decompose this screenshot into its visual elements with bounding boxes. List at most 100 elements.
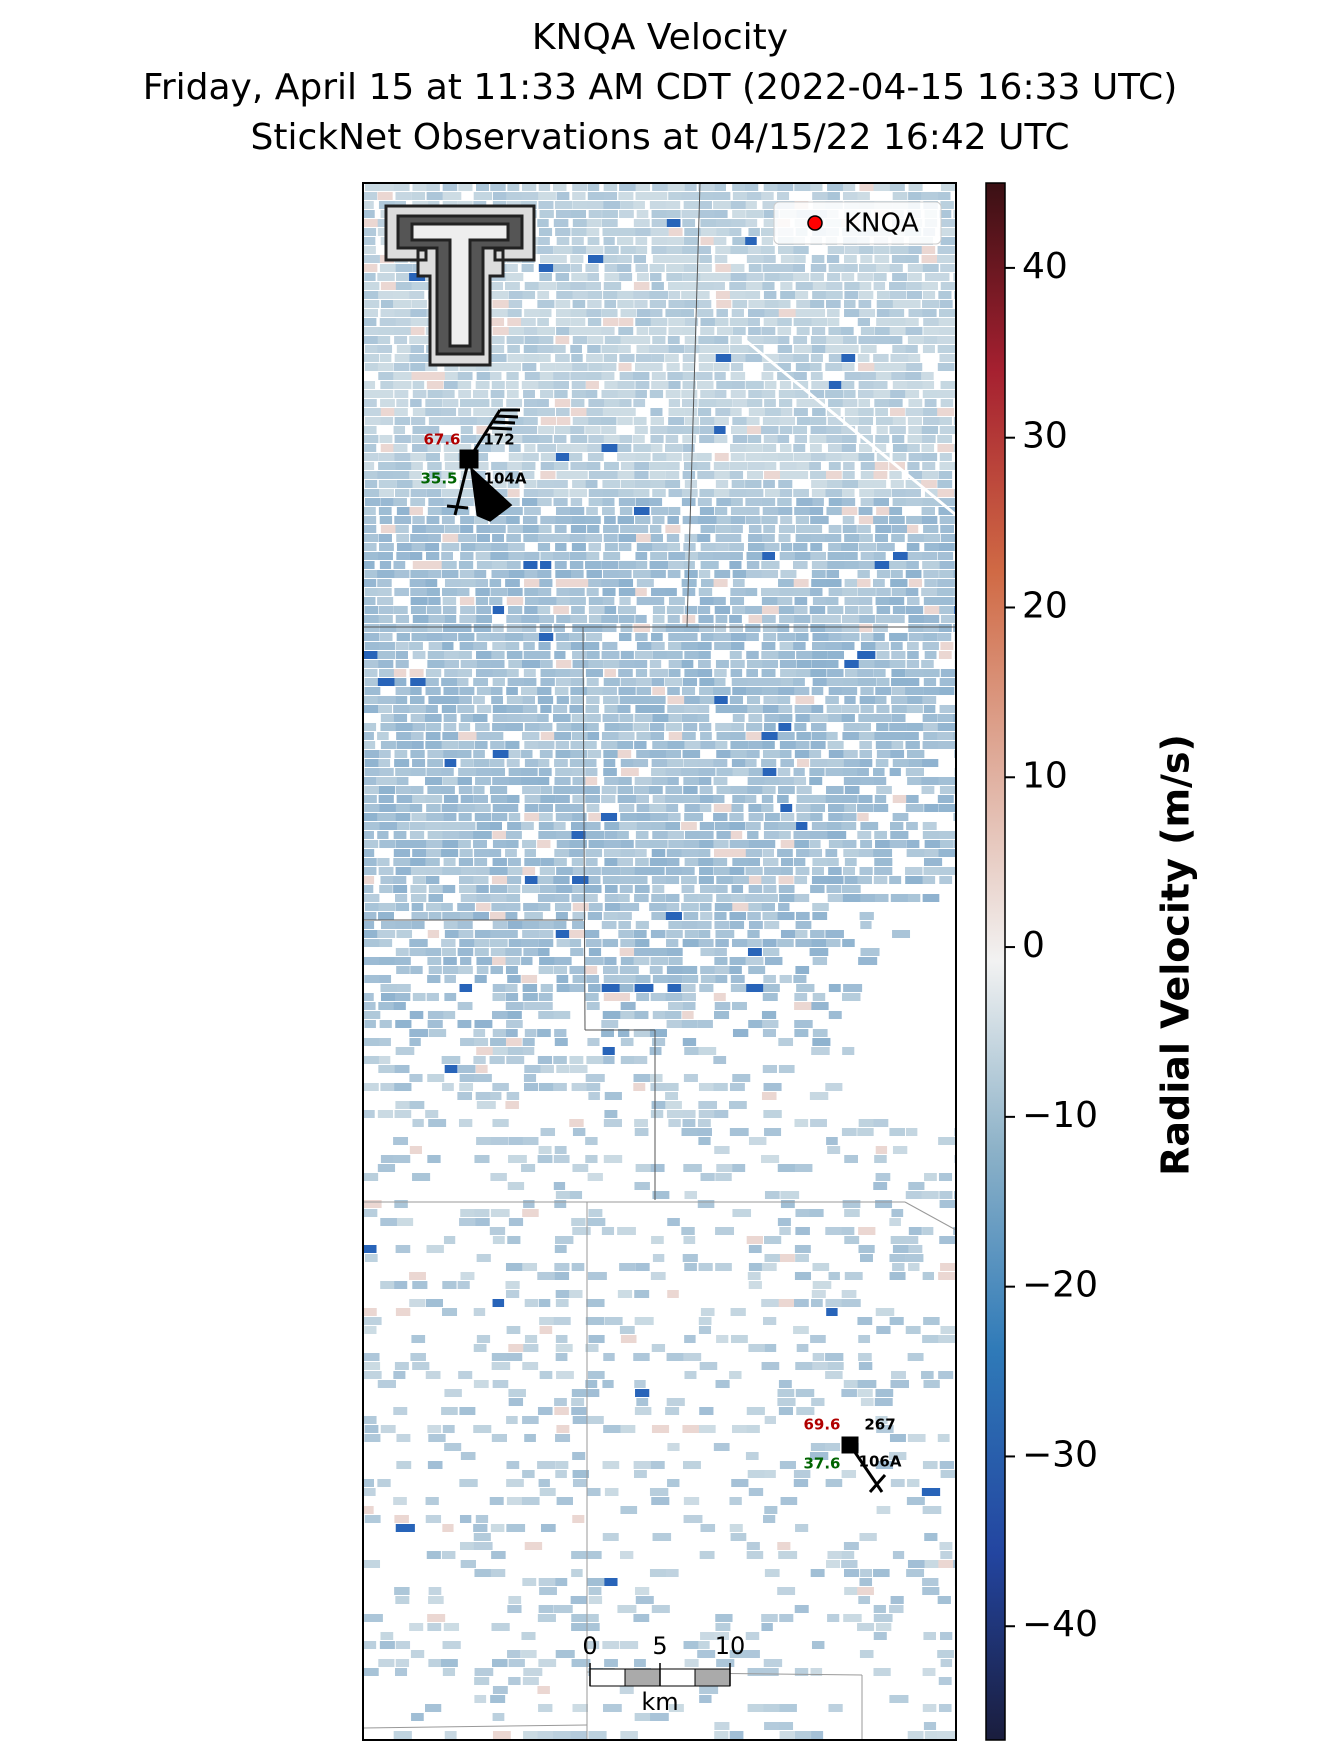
radar-gate — [859, 264, 877, 272]
radar-gate — [556, 1065, 570, 1073]
radar-gate — [428, 570, 442, 578]
radar-gate — [857, 480, 875, 488]
radar-gate — [604, 723, 621, 731]
radar-gate — [700, 237, 720, 245]
radar-gate — [939, 1191, 953, 1199]
radar-gate — [553, 489, 569, 497]
radar-gate — [570, 372, 588, 380]
radar-gate — [620, 1056, 635, 1064]
radar-gate — [492, 1731, 511, 1739]
radar-gate — [585, 759, 597, 767]
radar-gate — [364, 300, 380, 308]
radar-gate — [892, 498, 907, 506]
radar-gate — [427, 507, 445, 515]
radar-gate — [556, 1425, 570, 1433]
radar-gate — [908, 1182, 925, 1190]
radar-gate — [460, 795, 473, 803]
radar-gate — [474, 570, 487, 578]
radar-gate — [843, 1542, 859, 1550]
radar-gate — [428, 1029, 447, 1037]
radar-gate — [537, 1155, 553, 1163]
radar-gate — [682, 1038, 697, 1046]
radar-gate — [762, 552, 776, 560]
radar-gate — [620, 462, 640, 470]
radar-gate — [842, 480, 862, 488]
radar-gate — [858, 417, 874, 425]
radar-gate — [713, 579, 728, 587]
radar-gate — [521, 885, 540, 893]
radar-gate — [539, 813, 553, 821]
radar-gate — [666, 651, 683, 659]
radar-gate — [812, 1029, 828, 1037]
radar-gate — [938, 192, 951, 200]
radar-gate — [843, 336, 857, 344]
radar-gate — [538, 237, 550, 245]
radar-gate — [572, 201, 588, 209]
radar-gate — [810, 930, 825, 938]
radar-gate — [522, 1209, 539, 1217]
radar-gate — [666, 363, 680, 371]
radar-gate — [474, 804, 491, 812]
radar-gate — [764, 867, 783, 875]
radar-gate — [889, 561, 908, 569]
radar-gate — [570, 615, 588, 623]
radar-gate — [681, 291, 701, 299]
radar-gate — [635, 498, 654, 506]
radar-gate — [521, 768, 538, 776]
radar-gate — [620, 246, 638, 254]
radar-gate — [937, 552, 954, 560]
radar-gate — [795, 741, 810, 749]
radar-gate — [713, 849, 734, 857]
radar-gate — [667, 948, 683, 956]
radar-gate — [810, 534, 830, 542]
radar-gate — [506, 651, 523, 659]
radar-gate — [780, 840, 800, 848]
radar-gate — [748, 858, 761, 866]
radar-gate — [906, 1569, 925, 1577]
radar-gate — [587, 318, 602, 326]
radar-gate — [874, 777, 887, 785]
radar-gate — [924, 804, 939, 812]
radar-gate — [875, 525, 892, 533]
radar-gate — [889, 507, 903, 515]
radar-gate — [650, 444, 663, 452]
radar-gate — [588, 867, 601, 875]
radar-gate — [425, 714, 442, 722]
radar-gate — [458, 741, 475, 749]
radar-gate — [377, 192, 393, 200]
radar-gate — [458, 813, 472, 821]
radar-gate — [957, 237, 975, 245]
radar-gate — [937, 633, 952, 641]
radar-gate — [364, 1326, 377, 1334]
radar-gate — [555, 1470, 567, 1478]
radar-gate — [490, 1569, 506, 1577]
radar-gate — [890, 732, 908, 740]
radar-gate — [459, 570, 475, 578]
radar-gate — [699, 624, 714, 632]
radar-gate — [507, 858, 521, 866]
radar-gate — [665, 588, 677, 596]
radar-gate — [793, 624, 809, 632]
radar-gate — [540, 786, 553, 794]
radar-gate — [795, 804, 812, 812]
radar-gate — [505, 966, 518, 974]
radar-gate — [634, 876, 648, 884]
radar-gate — [602, 210, 618, 218]
radar-gate — [649, 561, 669, 569]
radar-gate — [699, 597, 719, 605]
radar-gate — [636, 534, 653, 542]
radar-gate — [874, 444, 887, 452]
radar-gate — [428, 615, 446, 623]
radar-gate — [955, 1722, 956, 1730]
radar-gate — [937, 795, 954, 803]
radar-gate — [617, 264, 632, 272]
radar-gate — [793, 642, 806, 650]
radar-gate — [604, 1092, 622, 1100]
radar-gate — [427, 561, 445, 569]
radar-gate — [458, 1065, 476, 1073]
radar-gate — [476, 687, 496, 695]
radar-gate — [555, 930, 574, 938]
radar-gate — [778, 309, 798, 317]
radar-gate — [921, 480, 937, 488]
radar-gate — [601, 786, 617, 794]
